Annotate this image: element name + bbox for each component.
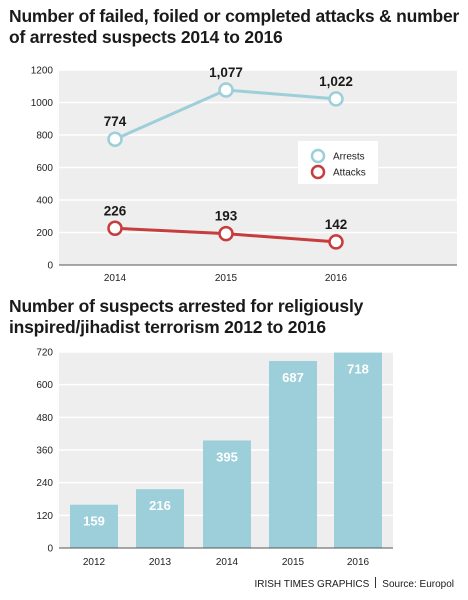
bar-value-label: 687 <box>282 370 304 385</box>
x-tick-label: 2016 <box>347 557 370 568</box>
arrests-point <box>107 131 123 147</box>
y-tick-label: 600 <box>36 163 53 174</box>
x-tick-label: 2014 <box>216 557 239 568</box>
legend-box <box>298 141 378 184</box>
y-tick-label: 400 <box>36 196 53 207</box>
x-tick-label: 2015 <box>282 557 305 568</box>
bar-2014 <box>203 440 251 548</box>
y-tick-label: 600 <box>36 380 53 391</box>
y-tick-label: 240 <box>36 478 53 489</box>
arrests-legend-label: Arrests <box>333 152 365 163</box>
bar-2015 <box>269 360 317 548</box>
attacks-legend-marker <box>310 164 326 180</box>
attacks-point <box>218 225 234 242</box>
bar-value-label: 216 <box>149 498 171 513</box>
arrests-data-label: 1,022 <box>319 74 353 89</box>
line-chart: 0 200 400 600 800 1000 1200 2014 2015 2016 774 1,07… <box>31 65 457 284</box>
y-tick-label: 120 <box>36 511 53 522</box>
arrests-legend-marker <box>310 148 326 164</box>
attacks-data-label: 193 <box>215 209 238 224</box>
bar-value-label: 159 <box>83 514 105 529</box>
attacks-legend-label: Attacks <box>333 168 366 179</box>
bar-value-label: 395 <box>216 449 238 464</box>
attacks-data-label: 226 <box>104 203 127 218</box>
attacks-data-label: 142 <box>325 217 348 232</box>
x-tick-label: 2013 <box>149 557 172 568</box>
arrests-data-label: 1,077 <box>209 65 243 80</box>
credit-text: IRISH TIMES GRAPHICS <box>254 579 370 590</box>
x-tick-label: 2016 <box>325 273 348 284</box>
bar-value-label: 718 <box>347 362 369 377</box>
arrests-data-label: 774 <box>104 114 127 129</box>
y-tick-label: 0 <box>47 544 53 555</box>
footer-divider <box>375 577 377 588</box>
attacks-point <box>107 220 123 237</box>
bar-2013 <box>136 489 184 548</box>
chart1-title: Number of failed, foiled or completed at… <box>9 6 460 47</box>
y-tick-label: 480 <box>36 413 53 424</box>
source-text: Source: Europol <box>382 579 454 590</box>
attacks-point <box>328 234 344 250</box>
bar-2012 <box>70 504 118 548</box>
x-tick-label: 2015 <box>215 273 238 284</box>
y-tick-label: 800 <box>36 131 53 142</box>
bar-2016 <box>334 352 382 548</box>
y-tick-label: 720 <box>36 348 53 359</box>
y-tick-label: 360 <box>36 446 53 457</box>
y-tick-label: 200 <box>36 228 53 239</box>
y-tick-label: 0 <box>47 261 53 272</box>
arrests-point <box>218 82 234 98</box>
arrests-point <box>328 91 344 107</box>
y-tick-label: 1200 <box>31 66 54 77</box>
x-tick-label: 2012 <box>83 557 106 568</box>
x-tick-label: 2014 <box>104 273 127 284</box>
y-tick-label: 1000 <box>31 98 54 109</box>
footer: IRISH TIMES GRAPHICS Source: Europol <box>254 577 454 590</box>
chart2-title: Number of suspects arrested for religiou… <box>9 296 364 337</box>
